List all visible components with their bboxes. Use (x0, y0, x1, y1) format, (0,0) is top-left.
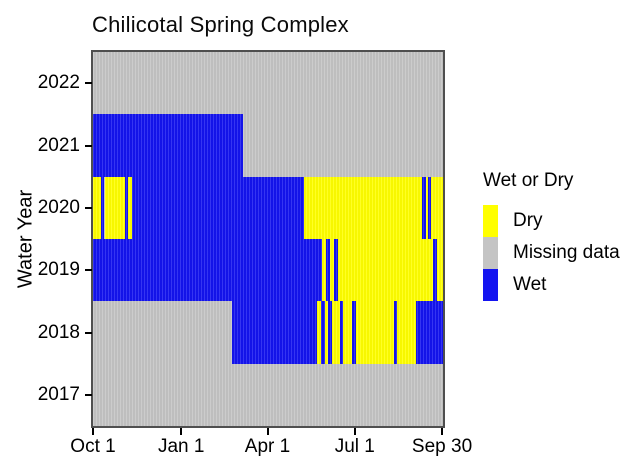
segment-dry (337, 239, 434, 302)
segment-missing-data (93, 363, 443, 426)
x-tick-label: Oct 1 (70, 436, 116, 457)
x-tick-label: Sep 30 (411, 436, 473, 457)
legend-label-wet: Wet (513, 274, 547, 295)
x-tick-label: Jan 1 (157, 436, 205, 457)
water-year-row-2019 (93, 239, 443, 302)
segment-wet (394, 301, 397, 364)
segment-dry (329, 239, 334, 302)
heatmap-area (93, 52, 443, 426)
segment-wet (427, 176, 432, 239)
segment-wet (421, 176, 426, 239)
segment-wet (326, 239, 330, 302)
x-tick-label: Jul 1 (334, 436, 375, 457)
segment-wet (132, 176, 304, 239)
legend-key-wet: Wet (483, 269, 620, 301)
y-tick-label: 2018 (37, 321, 80, 343)
y-tick-mark (85, 269, 92, 272)
segment-wet (327, 301, 332, 364)
dry-color-swatch (483, 205, 498, 237)
segment-missing-data (93, 52, 443, 115)
legend-keys: Dry Missing data Wet (483, 205, 620, 301)
segment-dry (104, 176, 125, 239)
segment-wet (333, 239, 338, 302)
segment-dry (93, 176, 101, 239)
water-year-row-2021 (93, 114, 443, 177)
y-tick-mark (85, 331, 92, 334)
segment-dry (431, 176, 443, 239)
y-tick-label: 2017 (37, 383, 80, 405)
x-tick-mark (353, 428, 356, 435)
segment-wet (93, 239, 323, 302)
x-axis: Oct 1 Jan 1 Apr 1 Jul 1 Sep 30 (70, 428, 472, 464)
x-tick-mark (266, 428, 269, 435)
legend-key-dry: Dry (483, 205, 620, 237)
segment-dry (343, 301, 352, 364)
x-tick-label: Apr 1 (244, 436, 291, 457)
segment-dry (396, 301, 417, 364)
segment-wet (416, 301, 443, 364)
segment-dry (303, 176, 422, 239)
water-year-row-2022 (93, 52, 443, 115)
water-year-row-2020 (93, 176, 443, 239)
y-tick-mark (85, 82, 92, 85)
y-tick-mark (85, 144, 92, 147)
chart-title: Chilicotal Spring Complex (92, 12, 349, 37)
segment-wet (321, 301, 326, 364)
segment-dry (325, 301, 328, 364)
water-year-row-2017 (93, 363, 443, 426)
y-tick-mark (85, 393, 92, 396)
wet-color-swatch (483, 269, 498, 301)
segment-wet (433, 239, 438, 302)
segment-dry (355, 301, 395, 364)
missing-data-color-swatch (483, 237, 498, 269)
y-tick-label: 2022 (37, 72, 80, 94)
x-tick-mark (180, 428, 183, 435)
segment-missing-data (242, 114, 443, 177)
y-tick-mark (85, 206, 92, 209)
x-tick-mark (92, 428, 94, 435)
y-tick-label: 2021 (37, 134, 80, 156)
segment-dry (322, 239, 326, 302)
segment-dry (331, 301, 341, 364)
legend: Wet or Dry Dry Missing data Wet (478, 170, 620, 301)
segment-missing-data (93, 301, 233, 364)
segment-wet (232, 301, 318, 364)
legend-title: Wet or Dry (483, 170, 574, 191)
segment-wet (93, 114, 243, 177)
legend-label-dry: Dry (513, 210, 543, 231)
y-axis: 2022 2021 2020 2019 2018 2017 (37, 52, 92, 426)
legend-key-missing-data: Missing data (483, 237, 620, 269)
segment-wet (100, 176, 105, 239)
segment-wet (340, 301, 344, 364)
x-tick-mark (441, 428, 444, 435)
segment-dry (437, 239, 443, 302)
y-tick-label: 2019 (37, 259, 80, 281)
segment-dry (127, 176, 133, 239)
y-tick-label: 2020 (37, 196, 80, 218)
segment-dry (317, 301, 322, 364)
water-year-row-2018 (93, 301, 443, 364)
legend-label-missing-data: Missing data (513, 242, 620, 263)
segment-wet (124, 176, 128, 239)
segment-dry (425, 176, 428, 239)
segment-wet (351, 301, 356, 364)
plot-panel (91, 50, 445, 428)
y-axis-title: Water Year (14, 189, 37, 289)
